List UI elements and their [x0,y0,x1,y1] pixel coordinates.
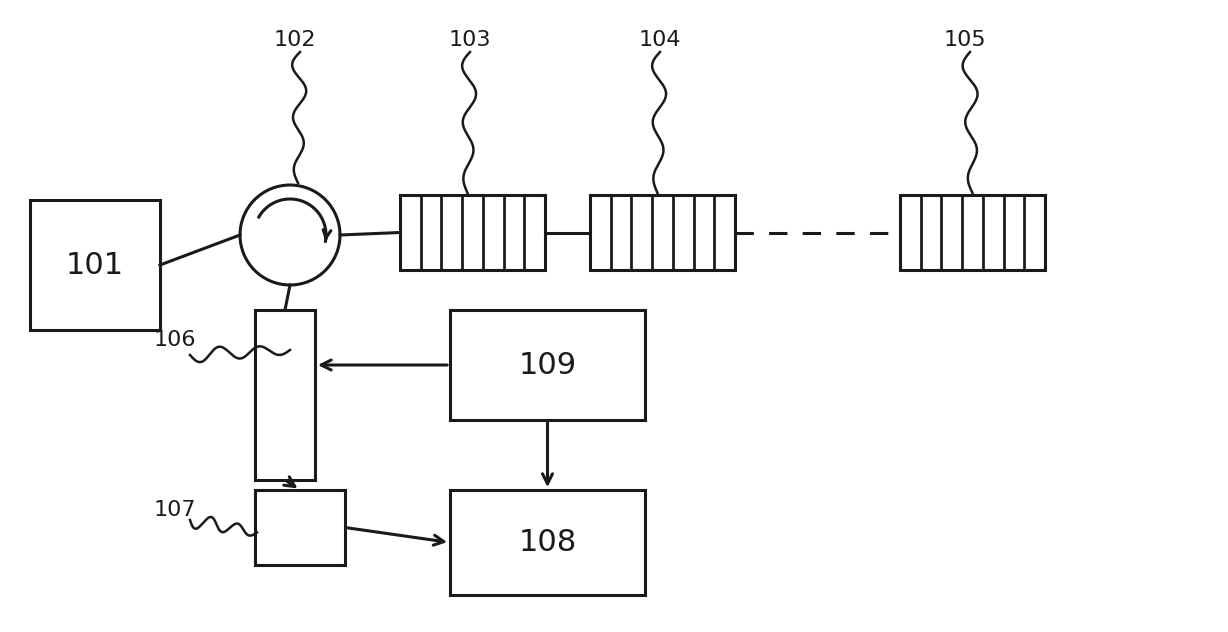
Bar [589,195,736,270]
Circle shape [239,185,340,285]
Text: 103: 103 [448,30,491,50]
Bar [400,195,545,270]
Text: 104: 104 [639,30,682,50]
Text: 107: 107 [154,500,196,520]
Bar [449,490,645,595]
Text: 105: 105 [943,30,986,50]
Bar [449,310,645,420]
Bar [900,195,1045,270]
Bar [255,490,345,565]
Bar [255,310,316,480]
Text: 106: 106 [154,330,196,350]
Text: 109: 109 [518,351,577,379]
Text: 108: 108 [518,528,577,557]
Text: 102: 102 [274,30,317,50]
Text: 101: 101 [66,250,124,279]
Bar [29,200,160,330]
